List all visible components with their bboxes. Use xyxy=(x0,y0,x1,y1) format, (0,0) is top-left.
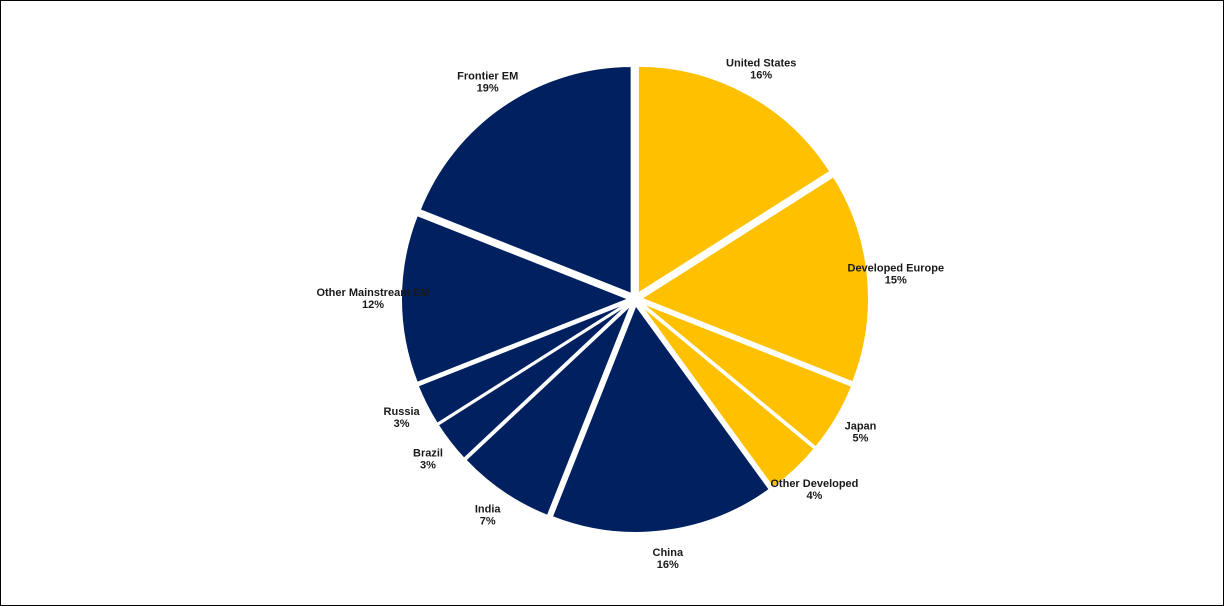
slice-label-value: 3% xyxy=(394,418,410,430)
slice-label-developed-europe: Developed Europe 15% xyxy=(848,262,945,286)
slice-label-name: Russia xyxy=(384,406,421,418)
slice-label-united-states: United States 16% xyxy=(726,57,796,81)
slice-label-value: 16% xyxy=(750,69,772,81)
slice-label-name: Other Developed xyxy=(770,478,858,490)
slice-label-value: 15% xyxy=(885,274,907,286)
slice-label-name: Japan xyxy=(845,420,877,432)
pie-slice-frontier-em xyxy=(418,65,633,296)
pie-slices xyxy=(400,64,870,534)
slice-label-frontier-em: Frontier EM 19% xyxy=(457,70,518,94)
slice-label-japan: Japan 5% xyxy=(845,420,877,444)
slice-label-name: Brazil xyxy=(413,448,443,460)
slice-label-name: China xyxy=(653,547,684,559)
slice-label-value: 5% xyxy=(853,432,869,444)
slice-label-value: 19% xyxy=(477,82,499,94)
slice-label-value: 7% xyxy=(480,516,496,528)
slice-label-value: 16% xyxy=(657,559,679,571)
pie-slice-china xyxy=(550,302,772,534)
slice-label-other-developed: Other Developed 4% xyxy=(770,478,858,502)
pie-slice-russia xyxy=(416,300,631,426)
slice-label-name: Frontier EM xyxy=(457,70,518,82)
slice-label-name: India xyxy=(475,504,502,516)
slice-label-name: Developed Europe xyxy=(848,262,945,274)
slice-label-india: India 7% xyxy=(475,504,502,528)
pie-slice-other-developed xyxy=(638,302,817,490)
slice-label-brazil: Brazil 3% xyxy=(413,448,443,472)
pie-slice-brazil xyxy=(436,301,631,461)
slice-label-value: 12% xyxy=(362,299,384,311)
slice-label-name: Other Mainstream EM xyxy=(316,287,429,299)
pie-slice-united-states xyxy=(636,64,832,296)
pie-slice-other-mainstream-em xyxy=(400,213,632,385)
slice-label-other-mainstream-em: Other Mainstream EM 12% xyxy=(316,287,429,311)
slice-label-russia: Russia 3% xyxy=(384,406,421,430)
pie-slice-developed-europe xyxy=(638,174,870,384)
pie-slice-japan xyxy=(639,301,854,449)
slice-label-value: 4% xyxy=(806,490,822,502)
pie-labels: United States 16%Developed Europe 15%Japan… xyxy=(316,57,944,571)
slice-label-china: China 16% xyxy=(653,547,684,571)
slice-label-name: United States xyxy=(726,57,796,69)
slice-label-value: 3% xyxy=(420,460,436,472)
pie-slice-india xyxy=(464,303,633,518)
